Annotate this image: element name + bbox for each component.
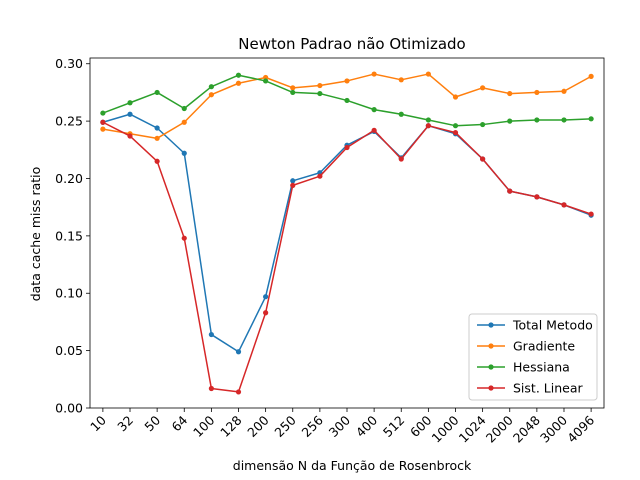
- data-point: [290, 89, 296, 96]
- data-point: [561, 117, 567, 123]
- data-point: [154, 89, 160, 96]
- data-point: [263, 294, 269, 300]
- y-tick-label: 0.20: [55, 171, 83, 186]
- x-axis-label: dimensão N da Função de Rosenbrock: [233, 458, 472, 473]
- legend-label: Sist. Linear: [513, 381, 583, 396]
- legend-item-3: Sist. Linear: [477, 381, 583, 396]
- data-point: [371, 107, 377, 113]
- data-point: [317, 173, 323, 179]
- data-point: [588, 73, 594, 79]
- data-point: [344, 144, 350, 151]
- legend: Total Metodo Gradiente Hessiana Sist. Linea…: [468, 313, 598, 401]
- y-tick-label: 0.15: [55, 228, 83, 243]
- data-point: [480, 85, 486, 91]
- data-point: [344, 97, 350, 104]
- data-point: [588, 211, 594, 217]
- data-point: [290, 182, 296, 188]
- series-1: [100, 71, 594, 141]
- data-point: [425, 71, 431, 77]
- data-point: [452, 123, 459, 129]
- data-point: [127, 133, 133, 139]
- y-tick-label: 0.00: [55, 401, 83, 416]
- data-point: [290, 178, 296, 184]
- data-point: [154, 158, 160, 164]
- data-point: [452, 129, 459, 136]
- data-point: [425, 123, 431, 129]
- data-point: [235, 389, 242, 395]
- data-point: [480, 121, 486, 128]
- chart-title: Newton Padrao não Otimizado: [238, 35, 465, 53]
- data-point: [534, 117, 540, 123]
- y-tick-label: 0.25: [55, 114, 83, 129]
- series-3: [100, 119, 594, 395]
- legend-label: Total Metodo: [512, 318, 593, 333]
- data-point: [398, 77, 404, 83]
- legend-swatch-marker: [488, 343, 494, 349]
- data-point: [127, 100, 133, 106]
- data-point: [100, 126, 106, 132]
- y-axis-label: data cache miss ratio: [28, 167, 43, 302]
- legend-item-1: Gradiente: [477, 339, 575, 354]
- data-point: [507, 118, 513, 124]
- legend-swatch-marker: [488, 364, 494, 370]
- data-point: [235, 72, 242, 78]
- legend-item-0: Total Metodo: [477, 318, 593, 333]
- data-point: [425, 117, 431, 123]
- legend-label: Gradiente: [513, 339, 575, 354]
- legend-label: Hessiana: [513, 360, 570, 375]
- data-point: [263, 78, 269, 84]
- data-point: [208, 385, 214, 392]
- data-point: [344, 78, 350, 84]
- data-point: [561, 202, 567, 208]
- data-point: [507, 90, 513, 97]
- data-point: [263, 310, 269, 316]
- data-point: [127, 111, 133, 117]
- data-point: [371, 71, 377, 77]
- data-point: [181, 150, 187, 156]
- data-point: [100, 110, 106, 116]
- y-tick-label: 0.10: [55, 286, 83, 301]
- legend-swatch-marker: [488, 385, 494, 391]
- legend-frame: [468, 313, 598, 401]
- data-point: [371, 127, 377, 133]
- data-point: [208, 92, 214, 98]
- data-point: [398, 111, 404, 117]
- data-point: [317, 82, 323, 89]
- data-point: [290, 85, 296, 91]
- data-point: [588, 116, 594, 122]
- data-point: [181, 119, 187, 125]
- data-point: [181, 235, 187, 241]
- y-tick-label: 0.05: [55, 343, 83, 358]
- data-point: [480, 156, 486, 162]
- data-point: [208, 84, 214, 90]
- data-point: [235, 349, 242, 355]
- data-point: [208, 331, 214, 338]
- data-point: [181, 105, 187, 112]
- data-point: [235, 80, 242, 86]
- data-point: [561, 88, 567, 94]
- data-point: [317, 90, 323, 97]
- series-2: [100, 72, 594, 129]
- data-point: [534, 194, 540, 200]
- data-point: [534, 89, 540, 96]
- data-point: [154, 125, 160, 131]
- data-point: [398, 156, 404, 162]
- data-point: [154, 135, 160, 141]
- legend-swatch-marker: [488, 322, 494, 328]
- data-point: [507, 188, 513, 194]
- data-point: [452, 94, 459, 100]
- data-point: [100, 119, 106, 125]
- legend-item-2: Hessiana: [477, 360, 570, 375]
- y-tick-label: 0.30: [55, 56, 83, 71]
